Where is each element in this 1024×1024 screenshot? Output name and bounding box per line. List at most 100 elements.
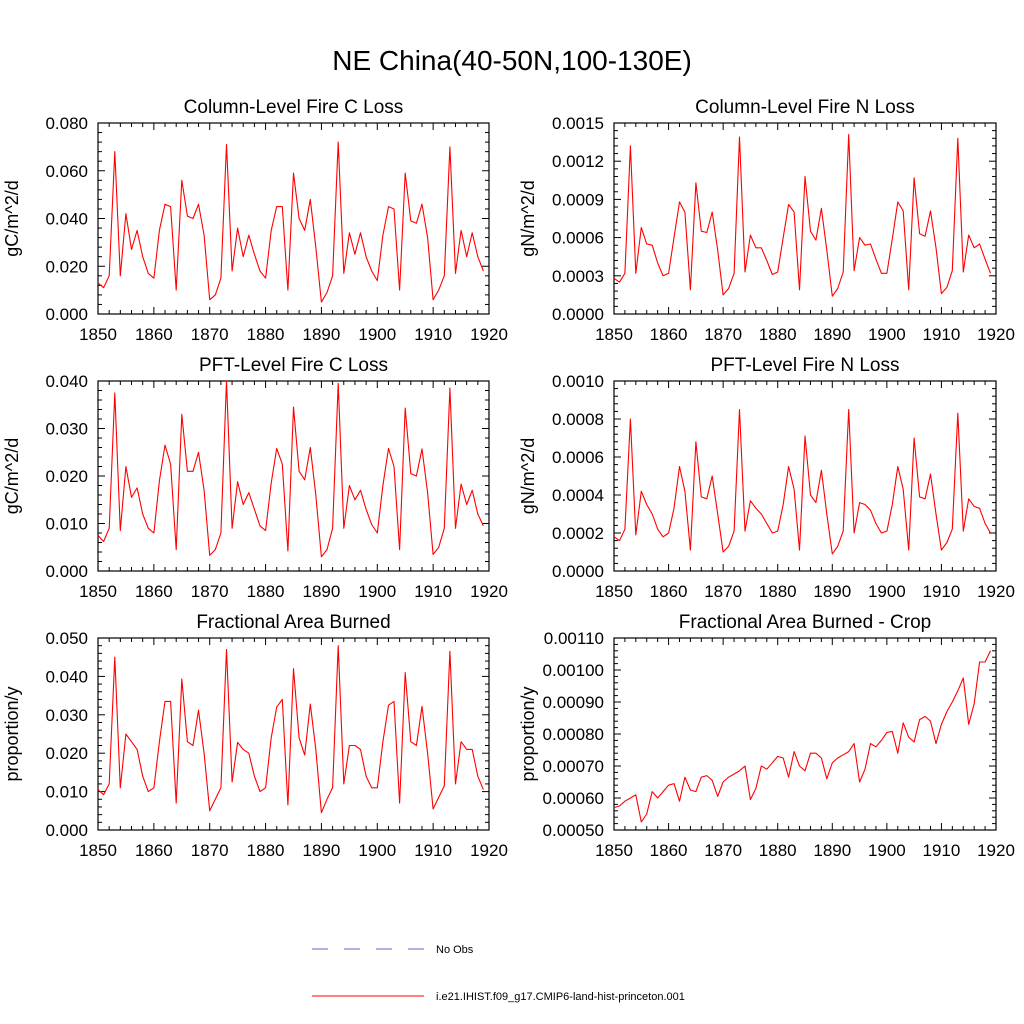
x-tick-label: 1900 [868, 325, 906, 344]
y-tick-label: 0.0012 [552, 152, 604, 171]
x-tick-label: 1920 [470, 841, 508, 860]
y-axis-label: gC/m^2/d [2, 438, 22, 514]
y-tick-label: 0.00060 [543, 789, 604, 808]
chart-title: Fractional Area Burned [196, 612, 390, 633]
x-tick-label: 1900 [358, 325, 396, 344]
chart-panel: Column-Level Fire C Loss gC/m^2/d 1850 1860… [2, 97, 508, 344]
chart-panel: Column-Level Fire N Loss gN/m^2/d 1850 1860… [518, 97, 1015, 344]
y-tick-label: 0.00090 [543, 693, 604, 712]
y-tick-label: 0.000 [45, 562, 88, 581]
y-tick-label: 0.0003 [552, 267, 604, 286]
y-tick-label: 0.00050 [543, 821, 604, 840]
y-tick-label: 0.00070 [543, 757, 604, 776]
x-tick-label: 1880 [247, 325, 285, 344]
x-tick-label: 1920 [977, 841, 1015, 860]
y-tick-label: 0.0002 [552, 524, 604, 543]
page-title: NE China(40-50N,100-130E) [332, 45, 692, 76]
y-tick-label: 0.080 [45, 114, 88, 133]
series-line [613, 133, 992, 297]
x-tick-label: 1860 [650, 841, 688, 860]
x-tick-label: 1910 [414, 325, 452, 344]
x-tick-label: 1860 [135, 325, 173, 344]
x-tick-label: 1910 [923, 841, 961, 860]
x-tick-label: 1900 [358, 841, 396, 860]
y-tick-label: 0.040 [45, 667, 88, 686]
chart-title: PFT-Level Fire N Loss [711, 355, 900, 376]
y-tick-label: 0.040 [45, 210, 88, 229]
x-tick-label: 1890 [813, 841, 851, 860]
y-tick-label: 0.0010 [552, 372, 604, 391]
x-tick-label: 1850 [79, 582, 117, 601]
x-tick-label: 1880 [759, 841, 797, 860]
series-line [613, 408, 991, 555]
plot-frame [97, 637, 490, 831]
x-tick-label: 1900 [868, 582, 906, 601]
y-tick-label: 0.020 [45, 257, 88, 276]
y-tick-label: 0.030 [45, 706, 88, 725]
x-tick-label: 1880 [247, 841, 285, 860]
x-tick-label: 1870 [191, 841, 229, 860]
y-tick-label: 0.00110 [544, 629, 604, 648]
series-line [97, 380, 484, 558]
plot-frame [613, 122, 997, 315]
y-axis-label: gN/m^2/d [518, 438, 538, 514]
x-tick-label: 1910 [923, 582, 961, 601]
series-line [97, 141, 484, 303]
x-tick-label: 1890 [303, 841, 341, 860]
x-tick-label: 1850 [595, 325, 633, 344]
series-line [613, 650, 991, 823]
plot-frame [613, 380, 997, 572]
y-tick-label: 0.020 [45, 467, 88, 486]
y-tick-label: 0.0015 [552, 114, 604, 133]
x-tick-label: 1880 [759, 582, 797, 601]
chart-panel: PFT-Level Fire N Loss gN/m^2/d 1850 1860 187… [518, 355, 1015, 601]
y-tick-label: 0.0009 [552, 190, 604, 209]
x-tick-label: 1860 [650, 582, 688, 601]
x-tick-label: 1890 [813, 582, 851, 601]
x-tick-label: 1850 [79, 325, 117, 344]
chart-title: PFT-Level Fire C Loss [199, 355, 388, 376]
x-tick-label: 1870 [704, 582, 742, 601]
x-tick-label: 1860 [650, 325, 688, 344]
chart-title: Column-Level Fire N Loss [695, 97, 915, 118]
legend-label: i.e21.IHIST.f09_g17.CMIP6-land-hist-prin… [436, 991, 685, 1003]
x-tick-label: 1890 [813, 325, 851, 344]
y-tick-label: 0.0000 [552, 305, 604, 324]
y-tick-label: 0.030 [45, 420, 88, 439]
chart-panel: Fractional Area Burned proportion/y 1850 18… [2, 612, 508, 860]
y-axis-label: gC/m^2/d [2, 180, 22, 256]
y-tick-label: 0.0004 [552, 486, 604, 505]
x-tick-label: 1850 [595, 582, 633, 601]
y-tick-label: 0.000 [45, 305, 88, 324]
x-tick-label: 1900 [358, 582, 396, 601]
y-tick-label: 0.0008 [552, 410, 604, 429]
x-tick-label: 1880 [759, 325, 797, 344]
legend-label: No Obs [436, 944, 474, 956]
chart-panel: Fractional Area Burned - Crop proportion/… [518, 612, 1015, 860]
x-tick-label: 1850 [595, 841, 633, 860]
chart-title: Column-Level Fire C Loss [184, 97, 404, 118]
x-tick-label: 1870 [191, 582, 229, 601]
x-tick-label: 1920 [470, 325, 508, 344]
series-line [97, 645, 484, 814]
x-tick-label: 1890 [303, 325, 341, 344]
x-tick-label: 1890 [303, 582, 341, 601]
y-tick-label: 0.020 [45, 744, 88, 763]
y-tick-label: 0.00100 [543, 661, 604, 680]
y-tick-label: 0.060 [45, 162, 88, 181]
x-tick-label: 1920 [977, 582, 1015, 601]
x-tick-label: 1880 [247, 582, 285, 601]
x-tick-label: 1910 [414, 841, 452, 860]
legend: No Obs i.e21.IHIST.f09_g17.CMIP6-land-his… [312, 944, 685, 1003]
y-tick-label: 0.00080 [543, 725, 604, 744]
x-tick-label: 1850 [79, 841, 117, 860]
x-tick-label: 1910 [923, 325, 961, 344]
x-tick-label: 1920 [977, 325, 1015, 344]
plot-frame [97, 122, 490, 315]
x-tick-label: 1920 [470, 582, 508, 601]
y-tick-label: 0.010 [45, 515, 88, 534]
y-tick-label: 0.050 [45, 629, 88, 648]
y-tick-label: 0.000 [45, 821, 88, 840]
y-tick-label: 0.0006 [552, 229, 604, 248]
x-tick-label: 1860 [135, 582, 173, 601]
